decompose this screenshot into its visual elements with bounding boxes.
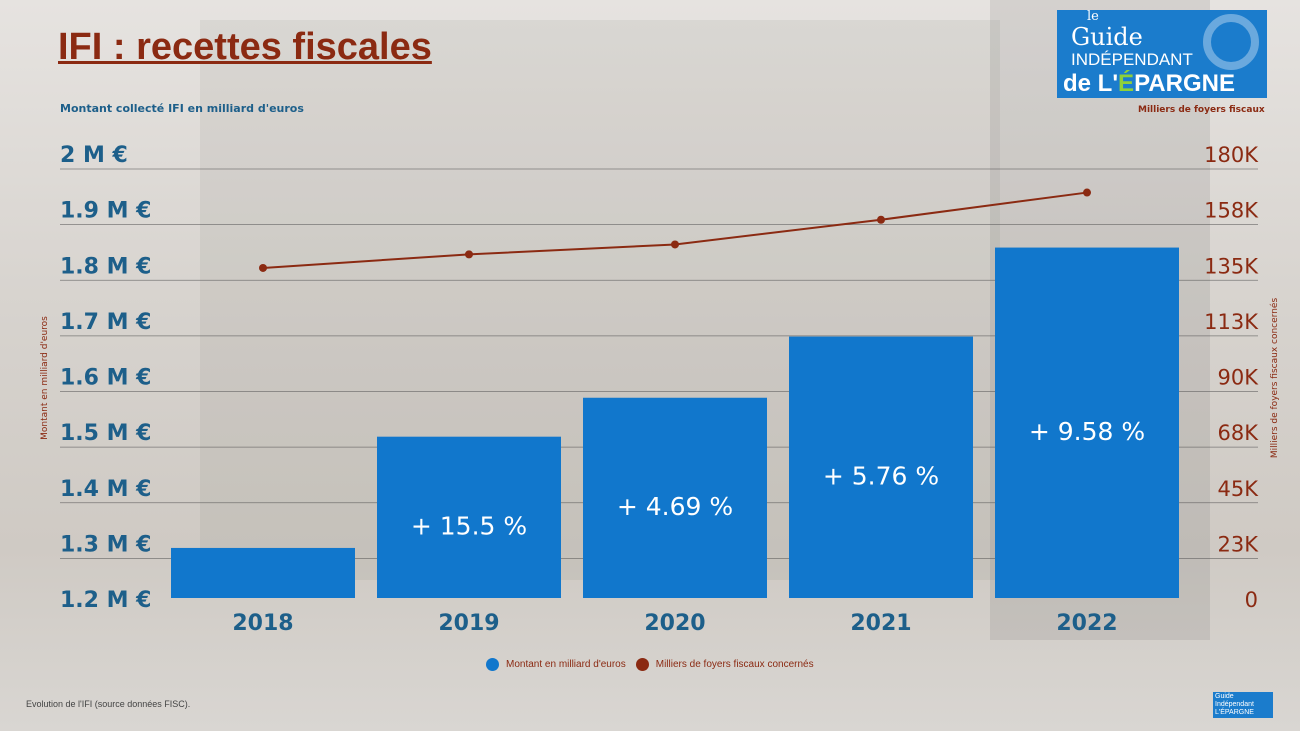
legend-item-bars: Montant en milliard d'euros <box>486 658 626 671</box>
logo-line-independant: INDÉPENDANT <box>1071 50 1193 69</box>
right-tick-label: 90K <box>1218 366 1260 390</box>
left-tick-label: 1.3 M € <box>60 532 152 557</box>
right-tick-label: 45K <box>1218 477 1260 501</box>
legend-item-line: Milliers de foyers fiscaux concernés <box>635 658 814 671</box>
x-tick-label: 2022 <box>1056 611 1117 636</box>
legend-label-bars: Montant en milliard d'euros <box>506 659 626 670</box>
x-tick-label: 2019 <box>438 611 499 636</box>
bar-2018 <box>171 547 355 598</box>
x-tick-label: 2020 <box>644 611 705 636</box>
left-tick-label: 1.4 M € <box>60 477 152 502</box>
left-tick-label: 1.6 M € <box>60 366 152 391</box>
line-point-2018 <box>259 263 267 272</box>
right-tick-label: 68K <box>1218 421 1260 445</box>
x-tick-label: 2018 <box>232 611 293 636</box>
left-tick-label: 1.2 M € <box>60 588 152 613</box>
left-axis-title: Montant collecté IFI en milliard d'euros <box>60 102 304 115</box>
right-tick-label: 23K <box>1218 532 1260 556</box>
legend: Montant en milliard d'euros Milliers de … <box>486 658 824 671</box>
left-tick-label: 1.9 M € <box>60 199 152 224</box>
line-point-2020 <box>671 240 679 249</box>
source-note: Evolution de l'IFI (source données FISC)… <box>26 699 191 709</box>
small-logo: Guide Indépendant L'ÉPARGNE <box>1213 692 1273 718</box>
left-tick-label: 1.8 M € <box>60 254 152 279</box>
right-tick-label: 135K <box>1204 254 1259 278</box>
legend-swatch-bars <box>486 658 499 671</box>
left-tick-label: 1.7 M € <box>60 310 152 335</box>
logo-line-epargne: de L'ÉPARGNE <box>1063 70 1235 97</box>
legend-label-line: Milliers de foyers fiscaux concernés <box>655 659 814 670</box>
logo-line-le: le <box>1087 10 1099 24</box>
right-tick-label: 0 <box>1245 588 1258 612</box>
logo-circle-icon <box>1203 14 1259 70</box>
legend-swatch-line <box>635 658 649 671</box>
right-axis-title: Milliers de foyers fiscaux <box>1138 105 1265 115</box>
line-series <box>262 191 1088 269</box>
logo-line-guide: Guide <box>1071 24 1143 50</box>
line-point-2021 <box>877 215 885 224</box>
left-tick-label: 1.5 M € <box>60 421 152 446</box>
guide-epargne-logo: le Guide INDÉPENDANT de L'ÉPARGNE <box>1057 10 1267 98</box>
right-tick-label: 180K <box>1204 143 1259 167</box>
bar-data-label: + 15.5 % <box>411 511 527 540</box>
bar-2022 <box>995 247 1179 598</box>
right-tick-label: 113K <box>1204 310 1259 334</box>
left-tick-label: 2 M € <box>60 143 128 168</box>
right-tick-label: 158K <box>1204 199 1259 223</box>
chart-title: IFI : recettes fiscales <box>58 26 432 68</box>
line-point-2019 <box>465 250 473 259</box>
bar-2021 <box>789 336 973 598</box>
line-point-2022 <box>1083 188 1091 197</box>
bar-2019 <box>377 436 561 598</box>
bar-data-label: + 4.69 % <box>617 492 733 521</box>
x-tick-label: 2021 <box>850 611 911 636</box>
bar-data-label: + 5.76 % <box>823 461 939 490</box>
bar-data-label: + 9.58 % <box>1029 417 1145 446</box>
bar-2020 <box>583 397 767 598</box>
